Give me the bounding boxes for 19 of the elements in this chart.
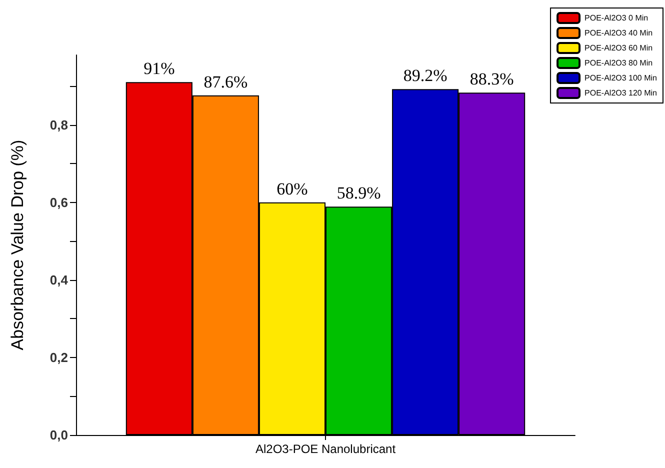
y-axis-title: Absorbance Value Drop (%) — [8, 140, 27, 350]
x-tick-label: Al2O3-POE Nanolubricant — [255, 442, 396, 456]
data-label: 89.2% — [403, 66, 448, 86]
legend-label: POE-Al2O3 40 Min — [584, 28, 653, 38]
data-label: 60% — [276, 179, 308, 198]
y-tick-label: 0,4 — [50, 272, 69, 288]
data-label: 91% — [144, 59, 175, 78]
y-tick-label: 0,6 — [50, 194, 68, 210]
legend-label: POE-Al2O3 100 Min — [584, 74, 658, 82]
y-tick-label: 0,2 — [50, 350, 68, 365]
y-tick-label: 0,8 — [50, 117, 68, 132]
data-label: 88.3% — [470, 70, 514, 89]
data-label: 87.6% — [204, 72, 248, 92]
legend-label: POE-Al2O3 60 Min — [584, 44, 653, 52]
legend-label: POE-Al2O3 80 Min — [584, 58, 653, 68]
legend-label: POE-Al2O3 120 Min — [584, 88, 658, 98]
data-label: 58.9% — [336, 184, 381, 203]
legend-label: POE-Al2O3 0 Min — [584, 14, 648, 22]
y-tick-label: 0,0 — [50, 428, 68, 442]
